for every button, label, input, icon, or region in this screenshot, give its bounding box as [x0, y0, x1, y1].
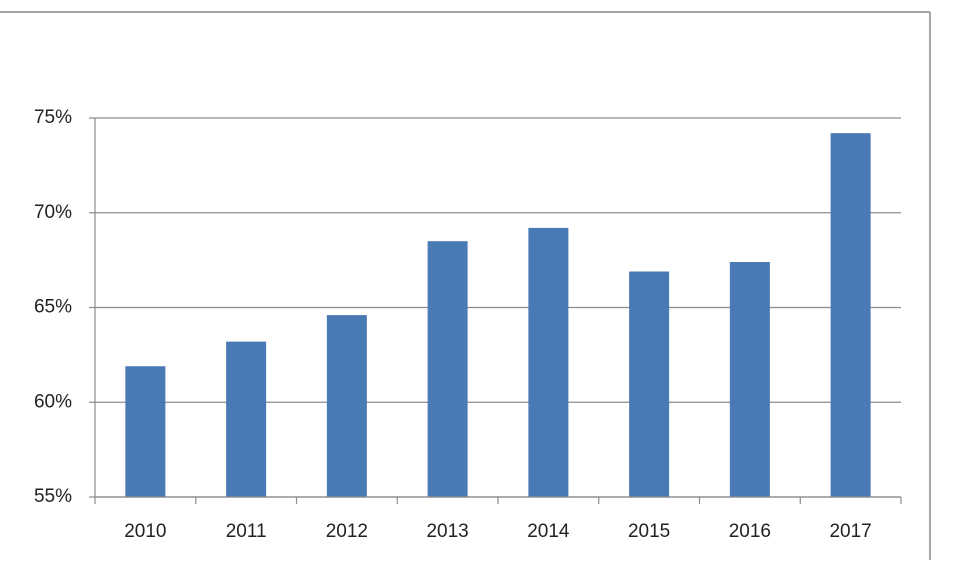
x-tick-label: 2010 [124, 521, 166, 542]
bar [125, 366, 166, 497]
y-tick-label: 70% [34, 202, 72, 223]
x-tick-label: 2016 [729, 521, 771, 542]
bar [729, 262, 770, 497]
bar [326, 315, 367, 497]
bar [629, 271, 670, 497]
x-tick-label: 2011 [226, 521, 267, 542]
y-tick-label: 75% [34, 107, 72, 128]
bar [427, 241, 468, 497]
y-tick-label: 55% [34, 486, 72, 507]
y-tick-label: 60% [34, 391, 72, 412]
x-tick-label: 2017 [829, 521, 871, 542]
x-tick-label: 2012 [326, 521, 368, 542]
bar [830, 133, 871, 497]
y-tick-label: 65% [34, 297, 72, 318]
x-tick-label: 2014 [527, 521, 570, 542]
bar [226, 341, 267, 497]
x-tick-label: 2015 [628, 521, 670, 542]
x-tick-label: 2013 [426, 521, 468, 542]
bar [528, 227, 569, 497]
